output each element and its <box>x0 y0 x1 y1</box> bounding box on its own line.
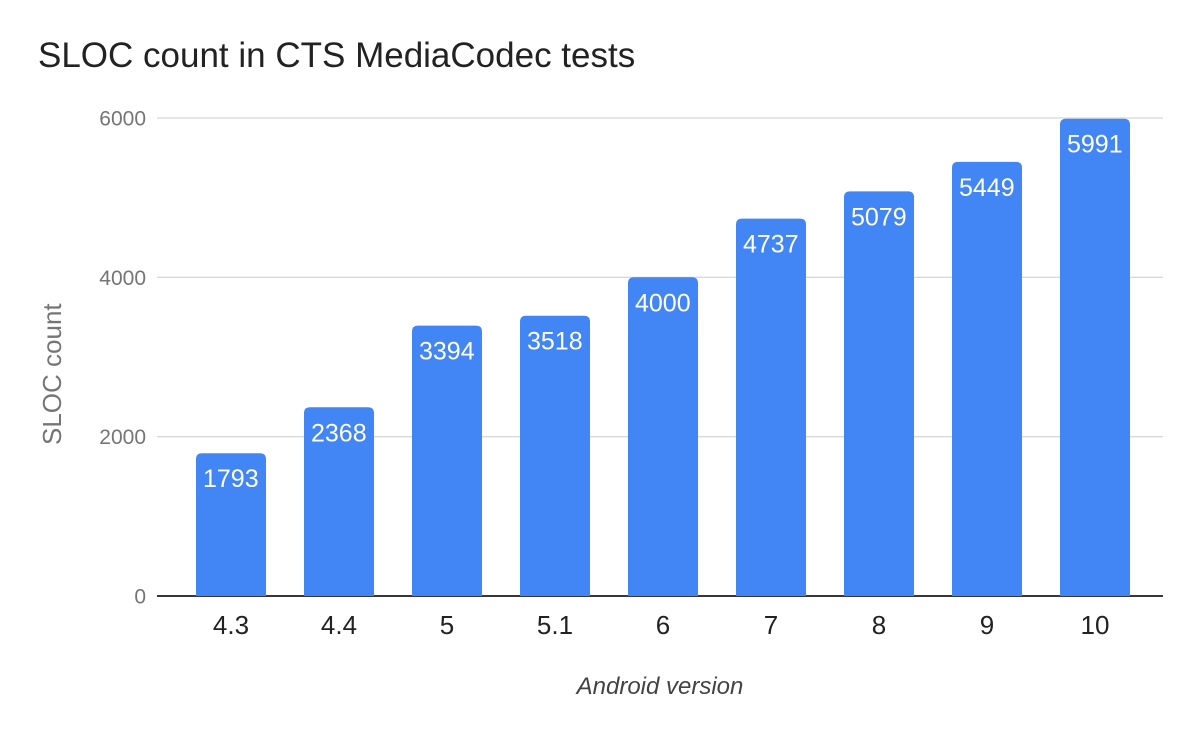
svg-text:3518: 3518 <box>527 328 583 356</box>
svg-text:6: 6 <box>656 610 670 640</box>
svg-text:4000: 4000 <box>99 267 146 290</box>
svg-text:1793: 1793 <box>203 465 259 493</box>
svg-text:8: 8 <box>872 610 886 640</box>
svg-text:9: 9 <box>980 610 994 640</box>
svg-text:4737: 4737 <box>743 231 799 259</box>
svg-text:5449: 5449 <box>959 174 1015 202</box>
svg-text:4000: 4000 <box>635 289 691 317</box>
svg-text:5.1: 5.1 <box>537 610 573 640</box>
svg-text:6000: 6000 <box>99 108 146 131</box>
svg-text:7: 7 <box>764 610 778 640</box>
svg-text:4.3: 4.3 <box>213 610 249 640</box>
svg-text:10: 10 <box>1081 610 1110 640</box>
svg-text:5991: 5991 <box>1067 131 1123 159</box>
svg-text:4.4: 4.4 <box>321 610 357 640</box>
svg-text:2000: 2000 <box>99 426 146 449</box>
svg-text:5079: 5079 <box>851 203 907 231</box>
svg-text:5: 5 <box>440 610 454 640</box>
svg-text:2368: 2368 <box>311 419 367 447</box>
svg-text:0: 0 <box>134 586 146 609</box>
svg-text:3394: 3394 <box>419 338 475 366</box>
